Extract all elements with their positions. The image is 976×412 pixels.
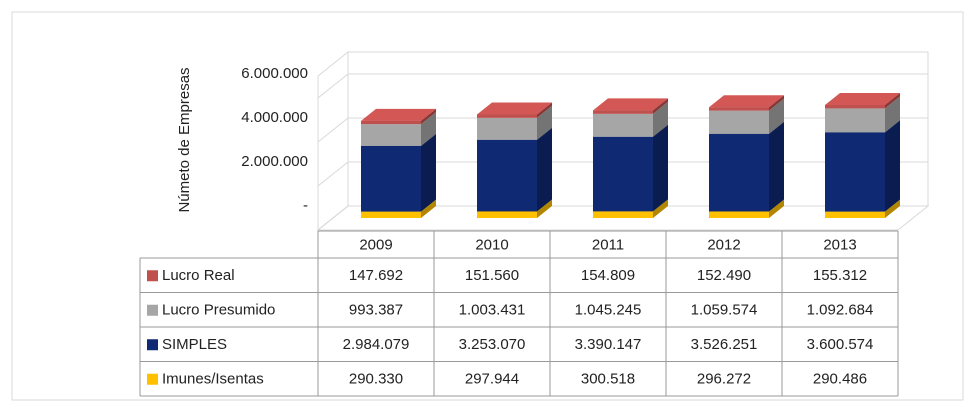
- bar-side: [769, 95, 784, 111]
- table-value: 296.272: [697, 371, 751, 388]
- table-value: 3.390.147: [575, 336, 642, 353]
- bar: [593, 113, 653, 137]
- bar: [477, 211, 537, 218]
- bar-side: [653, 199, 668, 218]
- bar-side: [421, 199, 436, 218]
- bar-top: [709, 95, 784, 108]
- legend-swatch: [147, 304, 158, 316]
- bar: [825, 132, 885, 212]
- table-value: 993.387: [349, 302, 403, 319]
- bar: [709, 133, 769, 212]
- bar: [825, 104, 885, 109]
- bar-side: [537, 105, 552, 140]
- y-tick-label: 2.000.000: [241, 153, 308, 170]
- bar-top: [593, 98, 668, 111]
- bar-side: [885, 120, 900, 212]
- table-value: 3.253.070: [459, 336, 526, 353]
- grid-line: [317, 73, 928, 99]
- bar-side: [885, 96, 900, 133]
- legend-swatch: [147, 270, 158, 282]
- bar: [709, 107, 769, 111]
- legend-swatch: [147, 373, 158, 385]
- bar: [593, 136, 653, 212]
- bar: [825, 108, 885, 133]
- table-value: 297.944: [465, 371, 519, 388]
- table-value: 290.330: [349, 371, 403, 388]
- legend-label: Imunes/Isentas: [162, 371, 264, 388]
- bar: [825, 211, 885, 218]
- bar-side: [653, 101, 668, 137]
- x-tick-label: 2013: [823, 236, 856, 253]
- table-value: 155.312: [813, 267, 867, 284]
- table-value: 1.059.574: [691, 302, 758, 319]
- bar-side: [537, 127, 552, 212]
- bar: [593, 110, 653, 114]
- bar-top: [361, 108, 436, 121]
- legend-swatch: [147, 339, 158, 351]
- table-value: 1.092.684: [807, 302, 874, 319]
- bar-side: [885, 199, 900, 218]
- bar-top: [477, 102, 552, 115]
- bar-side: [421, 133, 436, 212]
- bar-side: [653, 98, 668, 114]
- bar: [477, 139, 537, 212]
- bar-side: [653, 124, 668, 212]
- x-tick-label: 2012: [707, 236, 740, 253]
- table-value: 1.003.431: [459, 302, 526, 319]
- table-value: 300.518: [581, 371, 635, 388]
- bar-side: [421, 108, 436, 125]
- table-value: 290.486: [813, 371, 867, 388]
- bar: [709, 110, 769, 134]
- table-value: 1.045.245: [575, 302, 642, 319]
- table-value: 2.984.079: [343, 336, 410, 353]
- x-tick-label: 2011: [592, 236, 624, 253]
- bar: [477, 117, 537, 140]
- table-value: 3.600.574: [807, 336, 874, 353]
- bar: [361, 211, 421, 218]
- legend-label: Lucro Presumido: [162, 302, 275, 319]
- legend-label: Lucro Real: [162, 267, 235, 284]
- x-tick-label: 2009: [359, 236, 392, 253]
- bar: [477, 114, 537, 118]
- y-tick-label: 4.000.000: [241, 109, 308, 126]
- y-axis-title: Númeto de Empresas: [176, 67, 193, 212]
- bar: [361, 145, 421, 212]
- bar: [361, 120, 421, 125]
- bar-side: [537, 102, 552, 118]
- bar-side: [421, 112, 436, 146]
- bar-side: [769, 121, 784, 212]
- bar-side: [537, 199, 552, 218]
- bar: [709, 211, 769, 218]
- table-value: 154.809: [581, 267, 635, 284]
- bar-side: [769, 199, 784, 218]
- bar: [361, 124, 421, 146]
- table-value: 151.560: [465, 267, 519, 284]
- bar-side: [885, 92, 900, 109]
- table-value: 3.526.251: [691, 336, 758, 353]
- y-tick-label: -: [303, 197, 308, 214]
- bar-side: [769, 98, 784, 134]
- y-tick-label: 6.000.000: [241, 65, 308, 82]
- bar-top: [825, 92, 900, 105]
- table-value: 152.490: [697, 267, 751, 284]
- legend-label: SIMPLES: [162, 336, 227, 353]
- bar: [593, 211, 653, 218]
- table-value: 147.692: [349, 267, 403, 284]
- x-tick-label: 2010: [475, 236, 508, 253]
